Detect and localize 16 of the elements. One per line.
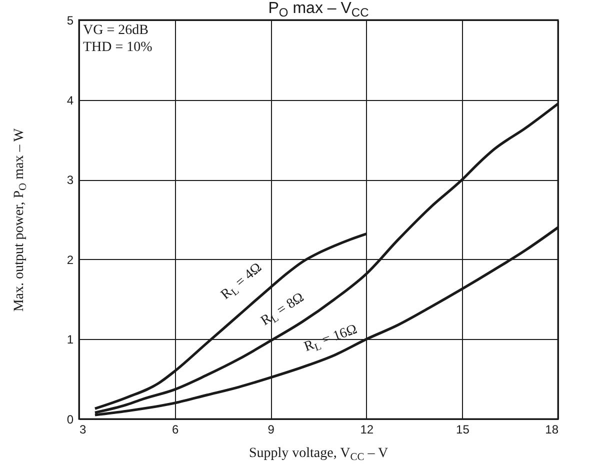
y-tick-label: 1 — [66, 332, 74, 347]
x-tick-label: 6 — [172, 422, 179, 436]
annotation: THD = 10% — [83, 40, 152, 55]
x-tick-label: 12 — [360, 422, 374, 436]
y-tick-label: 2 — [66, 252, 74, 267]
y-tick-label: 0 — [66, 412, 74, 426]
y-tick-label: 5 — [66, 14, 74, 28]
y-tick-label: 4 — [66, 93, 74, 108]
x-tick-label: 18 — [545, 422, 559, 436]
annotation: VG = 26dB — [83, 23, 148, 38]
x-tick-label: 9 — [268, 422, 275, 436]
x-tick-label: 3 — [80, 422, 86, 436]
x-tick-label: 15 — [456, 422, 470, 436]
chart-title: P$_{O}$ max – V$_{CC}$ — [268, 0, 369, 20]
y-tick-label: 3 — [66, 173, 74, 188]
x-axis-title: Supply voltage, V$_{CC}$ – V — [248, 446, 388, 464]
